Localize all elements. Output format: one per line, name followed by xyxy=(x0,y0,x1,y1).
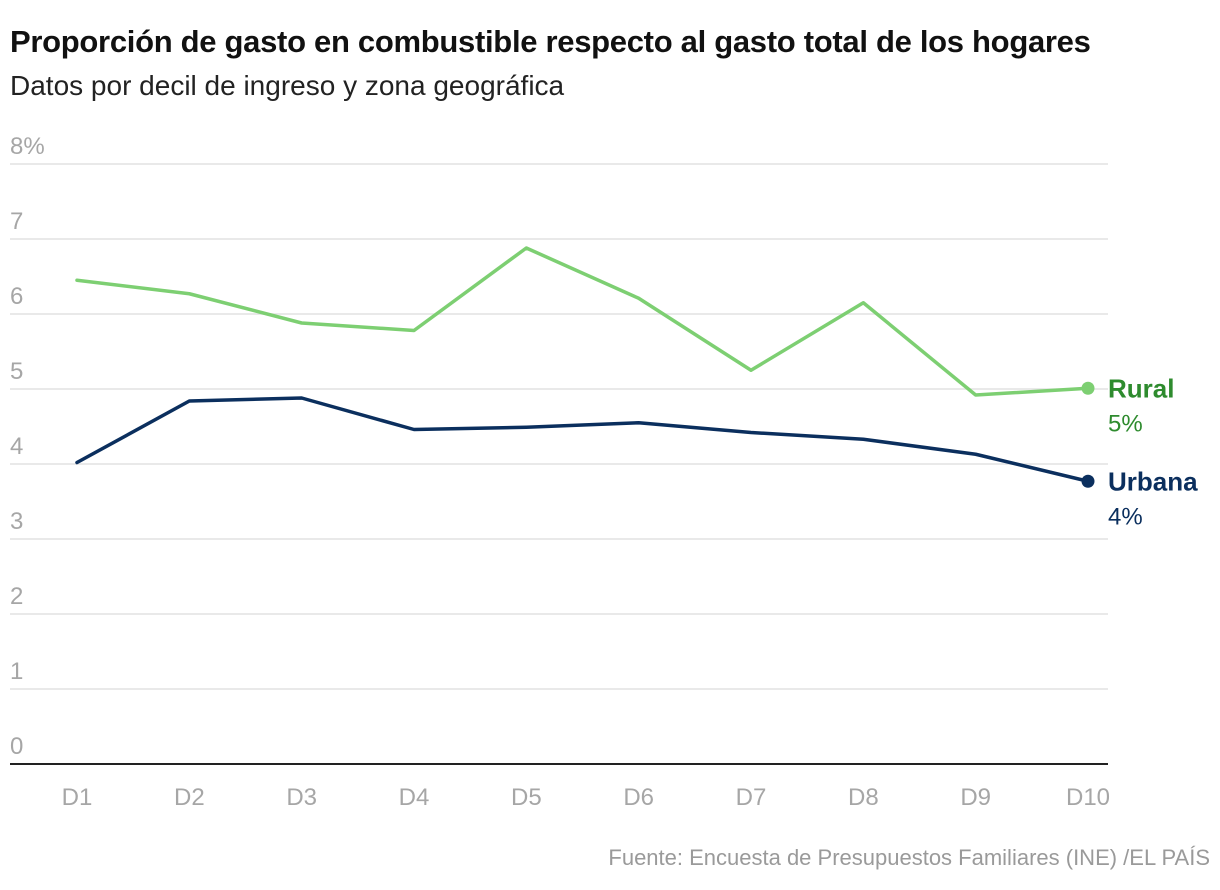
x-tick-label: D1 xyxy=(62,784,93,811)
y-tick-label: 2 xyxy=(10,583,23,610)
series-value-urbana: 4% xyxy=(1108,503,1143,530)
y-tick-label: 8% xyxy=(10,133,45,160)
x-tick-label: D3 xyxy=(286,784,317,811)
y-tick-label: 0 xyxy=(10,733,23,760)
y-tick-label: 7 xyxy=(10,208,23,235)
series-value-rural: 5% xyxy=(1108,410,1143,437)
series-label-rural: Rural xyxy=(1108,373,1174,403)
y-tick-label: 6 xyxy=(10,283,23,310)
series-label-urbana: Urbana xyxy=(1108,466,1198,496)
series-line-rural xyxy=(75,246,1090,397)
y-tick-label: 3 xyxy=(10,508,23,535)
y-tick-label: 4 xyxy=(10,433,23,460)
y-tick-label: 5 xyxy=(10,358,23,385)
x-tick-label: D4 xyxy=(399,784,430,811)
x-tick-label: D5 xyxy=(511,784,542,811)
end-marker-urbana xyxy=(1081,474,1095,488)
x-tick-label: D10 xyxy=(1066,784,1110,811)
x-tick-label: D7 xyxy=(736,784,767,811)
x-tick-label: D9 xyxy=(960,784,991,811)
y-tick-label: 1 xyxy=(10,658,23,685)
end-marker-rural xyxy=(1081,381,1095,395)
chart-title: Proporción de gasto en combustible respe… xyxy=(10,24,1091,59)
chart-subtitle: Datos por decil de ingreso y zona geográ… xyxy=(10,70,565,101)
x-tick-label: D6 xyxy=(623,784,654,811)
source-note: Fuente: Encuesta de Presupuestos Familia… xyxy=(608,845,1210,870)
x-tick-label: D2 xyxy=(174,784,205,811)
x-tick-label: D8 xyxy=(848,784,879,811)
series-line-urbana xyxy=(75,396,1090,483)
